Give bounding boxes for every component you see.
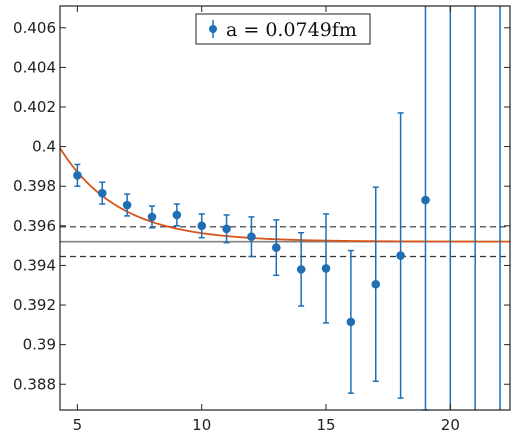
legend-marker bbox=[209, 25, 217, 33]
data-point bbox=[396, 251, 405, 260]
legend-box bbox=[195, 13, 371, 45]
y-tick-label: 0.402 bbox=[13, 98, 56, 116]
y-tick-label: 0.4 bbox=[32, 138, 56, 156]
data-point bbox=[271, 243, 281, 252]
data-point bbox=[197, 221, 207, 231]
y-tick-label: 0.388 bbox=[13, 375, 56, 393]
data-point bbox=[172, 210, 182, 220]
x-tick-label: 5 bbox=[73, 416, 83, 434]
fit-curve-path bbox=[59, 147, 510, 243]
x-tick-label: 20 bbox=[441, 416, 460, 434]
y-tick-label: 0.392 bbox=[13, 296, 56, 314]
fit-curve bbox=[59, 147, 510, 243]
data-point bbox=[147, 212, 157, 222]
x-tick-label: 10 bbox=[192, 416, 211, 434]
data-point bbox=[97, 188, 107, 198]
data-series bbox=[73, 6, 501, 411]
data-point bbox=[321, 264, 331, 273]
legend: a = 0.0749fm bbox=[195, 13, 371, 45]
y-tick-label: 0.39 bbox=[23, 336, 56, 354]
plot-frame bbox=[59, 5, 511, 411]
x-tick-label: 15 bbox=[316, 416, 335, 434]
legend-label: a = 0.0749fm bbox=[226, 19, 357, 41]
axis-ticks: 5 10 15 200.3880.390.3920.3940.3960.3980.40… bbox=[13, 6, 510, 434]
data-point bbox=[222, 224, 231, 234]
y-tick-label: 0.398 bbox=[13, 177, 56, 195]
data-point bbox=[421, 195, 430, 205]
data-point bbox=[122, 200, 132, 210]
data-point bbox=[371, 279, 381, 289]
y-tick-label: 0.394 bbox=[13, 256, 56, 274]
y-tick-label: 0.396 bbox=[13, 217, 56, 235]
y-tick-label: 0.406 bbox=[13, 19, 56, 37]
data-point bbox=[296, 265, 306, 274]
data-point bbox=[73, 171, 82, 180]
data-point bbox=[346, 317, 356, 327]
y-tick-label: 0.404 bbox=[13, 58, 56, 76]
data-point bbox=[247, 232, 256, 242]
